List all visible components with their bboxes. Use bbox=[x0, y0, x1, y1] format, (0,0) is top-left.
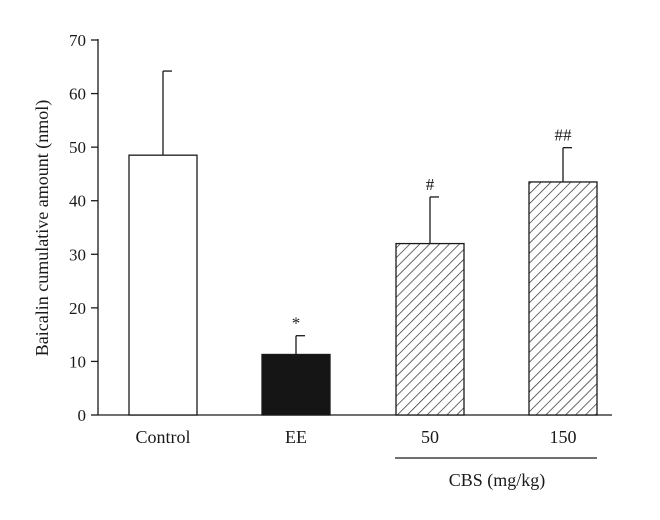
bar-control bbox=[128, 154, 198, 416]
y-tick-label: 30 bbox=[69, 245, 86, 264]
x-tick-label: EE bbox=[285, 427, 307, 447]
y-tick-label: 60 bbox=[69, 85, 86, 104]
x-tick-label: 150 bbox=[550, 427, 577, 447]
y-tick-label: 10 bbox=[69, 352, 86, 371]
x-tick-label: Control bbox=[135, 427, 190, 447]
cbs-group-bracket: CBS (mg/kg) bbox=[395, 457, 597, 491]
significance-mark: ## bbox=[555, 126, 573, 145]
y-tick-label: 40 bbox=[69, 192, 86, 211]
y-tick-label: 70 bbox=[69, 31, 86, 50]
plot-area: 0 10 20 30 40 50 60 70 Control * EE #50 ## 150 bbox=[69, 31, 612, 447]
bar-50 bbox=[395, 242, 465, 416]
group-label: CBS (mg/kg) bbox=[449, 470, 546, 491]
y-axis-title: Baicalin cumulative amount (nmol) bbox=[32, 100, 53, 356]
significance-mark: * bbox=[292, 314, 301, 333]
significance-mark: # bbox=[426, 175, 435, 194]
bar-150 bbox=[528, 181, 598, 416]
y-tick-label: 50 bbox=[69, 138, 86, 157]
x-tick-label: 50 bbox=[421, 427, 439, 447]
y-tick-label: 20 bbox=[69, 299, 86, 318]
y-tick-label: 0 bbox=[78, 406, 87, 425]
bar-ee bbox=[261, 353, 331, 416]
